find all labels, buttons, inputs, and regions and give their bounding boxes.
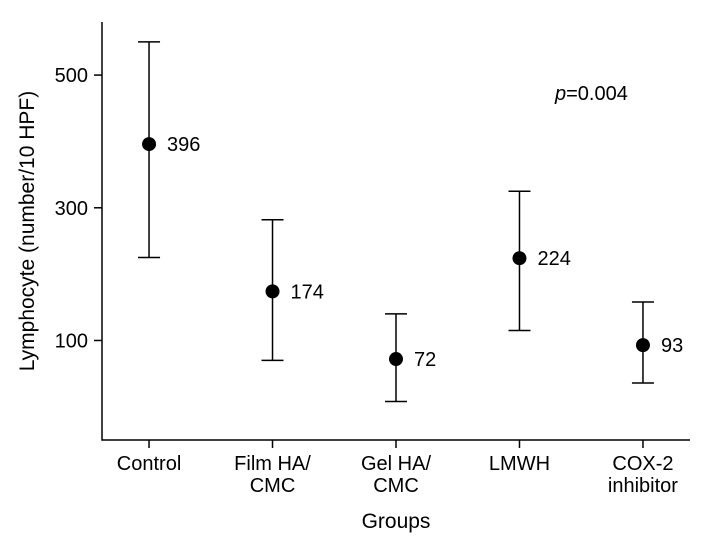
data-point: [389, 352, 403, 366]
x-tick-label: COX-2: [612, 453, 673, 475]
point-label: 72: [414, 349, 436, 371]
y-tick-label: 100: [55, 330, 88, 352]
point-label: 174: [291, 281, 324, 303]
x-axis-title: Groups: [362, 510, 431, 533]
data-point: [636, 338, 650, 352]
x-tick-label: Gel HA/: [361, 453, 431, 475]
point-label: 93: [661, 335, 683, 357]
data-point: [266, 284, 280, 298]
data-point: [512, 251, 526, 265]
y-tick-label: 500: [55, 65, 88, 87]
x-tick-label: Film HA/: [234, 453, 311, 475]
errorbar-chart: 100 300 500 Lymphocyte (number/10 HPF) Contr…: [0, 0, 717, 546]
x-tick-label: CMC: [250, 475, 296, 497]
p-value-annotation: p=0.004: [554, 83, 628, 105]
x-tick-label: CMC: [373, 475, 419, 497]
x-tick-label: LMWH: [489, 453, 550, 475]
data-point: [142, 137, 156, 151]
chart-container: 100 300 500 Lymphocyte (number/10 HPF) Contr…: [0, 0, 717, 546]
point-label: 396: [167, 134, 200, 156]
x-tick-label: inhibitor: [608, 475, 678, 497]
y-tick-label: 300: [55, 198, 88, 220]
y-axis-title: Lymphocyte (number/10 HPF): [16, 91, 39, 372]
x-tick-label: Control: [117, 453, 181, 475]
point-label: 224: [537, 248, 570, 270]
